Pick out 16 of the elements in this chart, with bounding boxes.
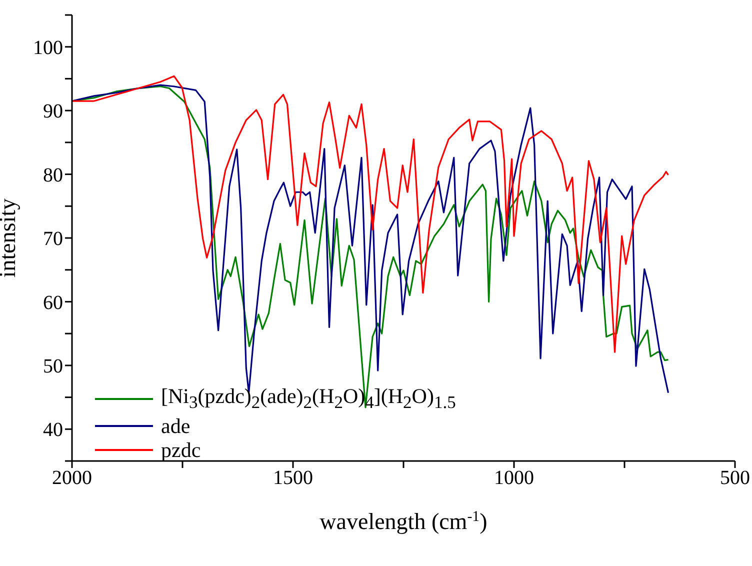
x-tick-label: 500: [720, 467, 750, 490]
y-tick-label: 90: [43, 100, 63, 123]
legend-label: pzdc: [161, 438, 201, 462]
y-tick-label: 60: [43, 292, 63, 314]
legend-label: ade: [161, 414, 190, 438]
line-series: [72, 75, 670, 353]
x-tick-label: 1000: [494, 467, 534, 490]
y-tick-label: 40: [43, 419, 63, 442]
x-axis-title: wavelength (cm$^{-1}$): [320, 509, 488, 534]
y-tick-label: 50: [43, 356, 63, 378]
x-tick-label: 1500: [273, 467, 313, 490]
y-tick-label: 80: [43, 164, 63, 186]
y-tick-label: 70: [43, 228, 63, 250]
y-tick-label: 100: [33, 36, 63, 59]
y-axis-title: intensity: [0, 198, 20, 278]
x-tick-label: 2000: [52, 467, 92, 490]
